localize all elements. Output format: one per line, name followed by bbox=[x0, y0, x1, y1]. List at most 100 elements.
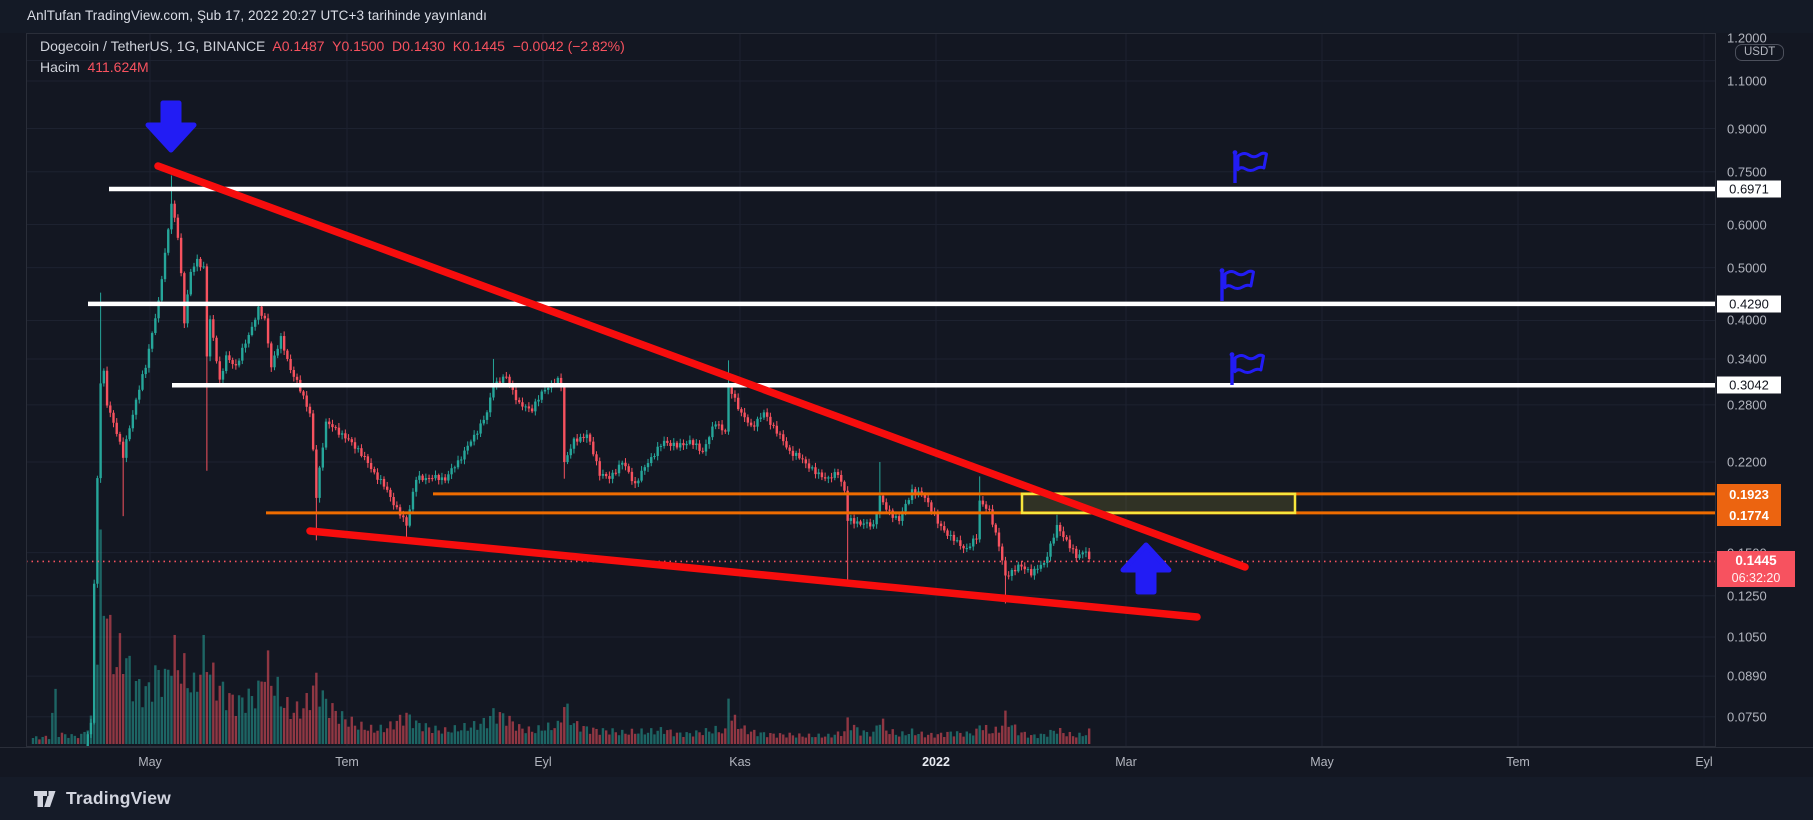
volume-bar bbox=[730, 720, 733, 744]
volume-bar bbox=[456, 731, 460, 744]
volume-bar bbox=[914, 735, 917, 744]
volume-bar bbox=[453, 725, 457, 744]
candle bbox=[765, 412, 769, 417]
trend-line-upper-wedge[interactable] bbox=[154, 162, 1249, 571]
candle bbox=[624, 462, 627, 467]
volume-bar bbox=[688, 733, 692, 744]
volume-bar bbox=[150, 701, 154, 744]
volume-bar bbox=[80, 733, 83, 744]
candle bbox=[318, 467, 321, 498]
volume-bar bbox=[627, 734, 630, 744]
candle bbox=[1046, 556, 1049, 563]
volume-bar bbox=[492, 708, 495, 744]
candle bbox=[685, 443, 688, 446]
candle bbox=[1068, 539, 1072, 549]
candle bbox=[585, 434, 589, 439]
candle bbox=[353, 442, 357, 449]
price-tick: 1.1000 bbox=[1727, 73, 1767, 89]
candle bbox=[601, 473, 605, 476]
candle bbox=[1007, 575, 1010, 577]
candle bbox=[759, 417, 762, 419]
flag-icon[interactable] bbox=[1232, 150, 1268, 183]
candle bbox=[952, 534, 956, 541]
candle bbox=[163, 252, 167, 280]
candle bbox=[489, 397, 492, 413]
volume-bar bbox=[218, 685, 221, 744]
volume-bar bbox=[215, 700, 218, 744]
volume-bar bbox=[807, 733, 811, 744]
candle bbox=[395, 505, 399, 508]
volume-bar bbox=[885, 730, 888, 744]
volume-bar bbox=[978, 725, 981, 744]
candle bbox=[814, 467, 817, 475]
candle bbox=[379, 478, 382, 480]
candle bbox=[434, 474, 437, 479]
arrow-down-icon[interactable] bbox=[145, 100, 197, 153]
volume-bar bbox=[907, 734, 911, 744]
volume-bar bbox=[901, 731, 904, 744]
volume-bar bbox=[373, 732, 376, 744]
candle bbox=[266, 318, 270, 344]
candle bbox=[588, 434, 592, 442]
candle bbox=[897, 516, 901, 521]
candle bbox=[350, 439, 353, 443]
candle bbox=[476, 433, 479, 435]
flag-icon[interactable] bbox=[1219, 268, 1255, 301]
volume-bar bbox=[897, 736, 901, 744]
volume-bar bbox=[608, 734, 611, 744]
volume-bar bbox=[128, 655, 131, 744]
volume-bar bbox=[70, 734, 73, 744]
volume-bar bbox=[186, 688, 189, 744]
symbol-title[interactable]: Dogecoin / TetherUS, 1G, BINANCE bbox=[40, 38, 266, 54]
volume-bar bbox=[76, 738, 80, 744]
usdt-currency-badge[interactable]: USDT bbox=[1735, 44, 1785, 61]
candle bbox=[141, 374, 144, 390]
candle bbox=[840, 474, 843, 482]
volume-bar bbox=[489, 715, 492, 744]
flag-icon[interactable] bbox=[1229, 352, 1265, 385]
volume-bar bbox=[717, 732, 721, 744]
volume-bar bbox=[231, 694, 234, 744]
volume-bar bbox=[926, 734, 930, 744]
volume-bar bbox=[57, 736, 60, 744]
volume-bar bbox=[524, 733, 527, 744]
arrow-up-icon[interactable] bbox=[1120, 542, 1172, 595]
candle bbox=[843, 481, 846, 491]
time-axis[interactable]: May Tem Eyl Kas 2022 Mar May Tem Eyl bbox=[0, 747, 1813, 778]
candle bbox=[746, 417, 750, 423]
volume-bar bbox=[357, 729, 360, 744]
candle bbox=[334, 427, 337, 429]
volume-bar bbox=[527, 726, 531, 744]
tradingview-logo-icon[interactable] bbox=[33, 788, 57, 810]
candle bbox=[485, 412, 489, 420]
candle bbox=[411, 491, 415, 510]
drawings[interactable] bbox=[26, 100, 1715, 621]
tradingview-brand[interactable]: TradingView bbox=[66, 788, 171, 808]
candle bbox=[968, 546, 972, 549]
trend-line-lower-wedge[interactable] bbox=[306, 527, 1201, 621]
candle bbox=[128, 428, 131, 440]
price-axis[interactable]: USDT 0.07500.08900.10500.12500.15000.220… bbox=[1715, 31, 1813, 747]
candle bbox=[257, 306, 260, 320]
candle bbox=[540, 391, 543, 400]
volume-bar bbox=[556, 720, 560, 744]
candle bbox=[959, 540, 962, 546]
volume-bar bbox=[386, 728, 389, 744]
volume-bar bbox=[199, 674, 202, 744]
volume-bar bbox=[575, 721, 579, 744]
candle bbox=[698, 443, 701, 451]
volume-bar bbox=[579, 731, 582, 744]
candle bbox=[846, 490, 849, 521]
volume-bar bbox=[51, 712, 54, 744]
volume-bar bbox=[437, 730, 440, 744]
volume-bar bbox=[250, 696, 254, 744]
candle bbox=[804, 459, 807, 464]
candle bbox=[608, 476, 611, 479]
price-tick: 0.6000 bbox=[1727, 217, 1767, 232]
volume-bar bbox=[566, 703, 569, 744]
candle bbox=[527, 406, 531, 409]
volume-bar bbox=[910, 728, 914, 744]
candle bbox=[823, 477, 827, 479]
candle bbox=[212, 319, 215, 338]
